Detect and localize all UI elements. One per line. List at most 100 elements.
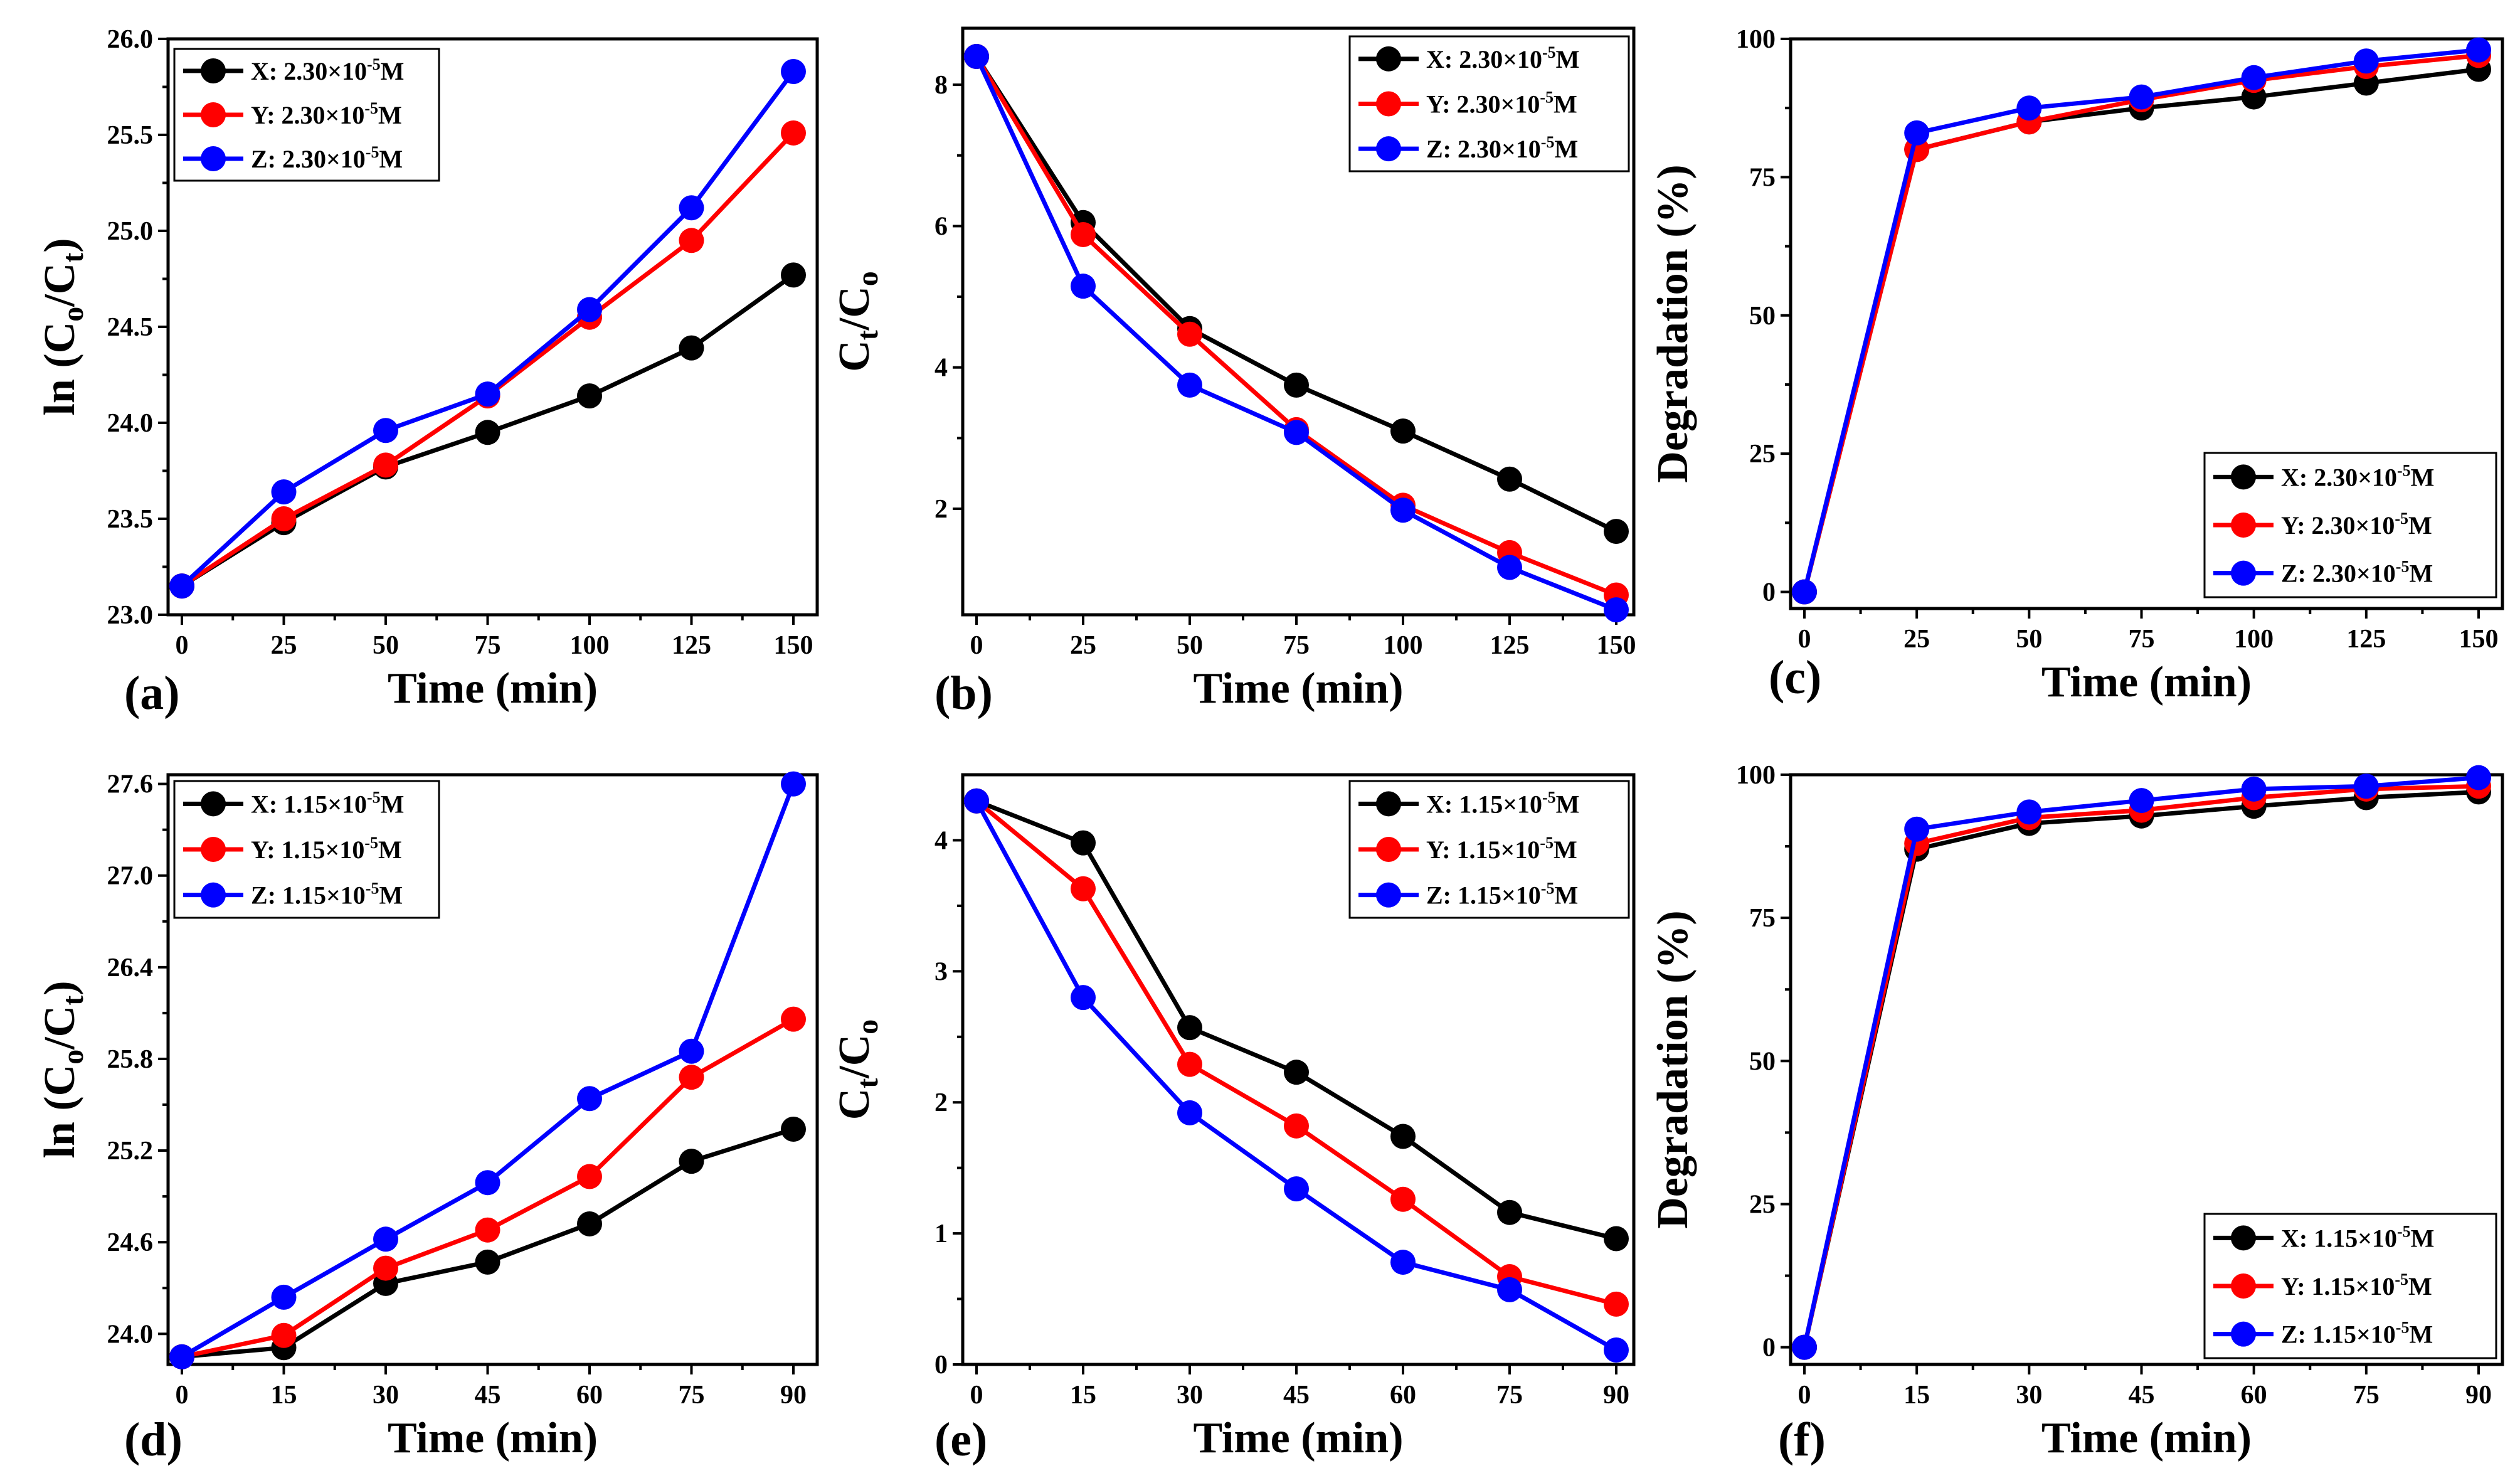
- y-tick-label: 75: [1749, 163, 1776, 192]
- legend-label-main: Y: 2.30×10: [2281, 511, 2395, 540]
- y-axis-text: ): [36, 981, 84, 995]
- legend-label-main: Z: 2.30×10: [2281, 560, 2396, 588]
- legend-marker-X: [2231, 464, 2256, 490]
- y-axis-subscript: t: [56, 996, 90, 1006]
- x-tick-label: 0: [970, 631, 983, 660]
- data-point-Z: [577, 297, 602, 322]
- legend: X: 1.15×10-5MY: 1.15×10-5MZ: 1.15×10-5M: [2203, 1213, 2497, 1359]
- data-point-Z: [2466, 37, 2491, 63]
- legend-label-Z: Z: 1.15×10-5M: [1426, 880, 1578, 910]
- legend-marker-Z: [2231, 1321, 2256, 1347]
- legend-marker-Y: [1376, 837, 1401, 862]
- panel-b: 0 25 50 75 100 125 150 2 4 6 8 Time (min) Ct/Co X: 2.…: [830, 26, 1636, 720]
- y-tick-label: 50: [1749, 1047, 1776, 1076]
- data-point-Z: [577, 1086, 602, 1112]
- legend-label-main: Z: 2.30×10: [251, 145, 366, 173]
- y-tick-label: 2: [934, 495, 948, 524]
- x-tick-label: 30: [1177, 1381, 1203, 1410]
- y-tick-label: 0: [1762, 1334, 1776, 1363]
- legend-label-exponent: -5: [367, 788, 381, 806]
- x-tick-label: 75: [679, 1381, 705, 1410]
- legend-marker-X: [1376, 791, 1401, 817]
- y-axis-subscript: o: [56, 1050, 90, 1065]
- legend-label-main: X: 2.30×10: [2281, 463, 2397, 491]
- data-point-X: [1390, 418, 1416, 444]
- legend-label-unit: M: [2408, 511, 2432, 540]
- data-point-X: [1497, 466, 1522, 492]
- data-point-X: [679, 335, 704, 361]
- legend-label-main: Y: 1.15×10: [2281, 1272, 2395, 1300]
- data-point-Z: [2353, 48, 2379, 74]
- legend-marker-X: [201, 791, 226, 817]
- data-point-Y: [679, 1065, 704, 1090]
- panel-label: (c): [1769, 651, 1821, 704]
- data-point-Z: [271, 1284, 297, 1310]
- legend-label-Y: Y: 2.30×10-5M: [1426, 88, 1577, 119]
- x-tick-label: 90: [780, 1381, 807, 1410]
- x-tick-label: 30: [2016, 1381, 2042, 1410]
- y-axis-title: Degradation (%): [1649, 164, 1697, 482]
- data-point-Y: [781, 1006, 806, 1032]
- y-tick-label: 100: [1736, 761, 1776, 790]
- legend-label-main: Z: 1.15×10: [1426, 881, 1541, 910]
- x-tick-label: 25: [1903, 625, 1930, 654]
- x-tick-label: 150: [774, 631, 813, 660]
- y-tick-label: 25.5: [107, 121, 154, 150]
- legend-label-X: X: 2.30×10-5M: [1426, 43, 1579, 73]
- y-tick-label: 25: [1749, 1190, 1776, 1219]
- legend-label-main: X: 1.15×10: [1426, 790, 1542, 818]
- data-point-X: [679, 1149, 704, 1174]
- panel-label: (a): [124, 667, 180, 720]
- legend-marker-Y: [2231, 1273, 2256, 1299]
- y-tick-label: 0: [934, 1351, 948, 1379]
- x-axis-title: Time (min): [388, 1414, 598, 1462]
- legend-label-exponent: -5: [364, 834, 378, 852]
- legend-label-main: Y: 1.15×10: [1426, 836, 1540, 864]
- y-axis-subscript: t: [56, 253, 90, 263]
- data-point-Z: [964, 44, 989, 70]
- x-axis-title: Time (min): [2041, 1414, 2252, 1462]
- y-axis-text: ln (C: [36, 1065, 84, 1159]
- y-tick-label: 23.0: [107, 601, 154, 630]
- legend-label-main: X: 2.30×10: [1426, 45, 1542, 73]
- legend-label-exponent: -5: [2395, 1270, 2408, 1289]
- legend: X: 2.30×10-5MY: 2.30×10-5MZ: 2.30×10-5M: [173, 48, 440, 182]
- data-point-Z: [1604, 1337, 1629, 1363]
- legend-label-unit: M: [1556, 790, 1580, 818]
- panel-a: 0 25 50 75 100 125 150 23.0 23.5 24.0 24.5 25.0 25.5…: [36, 25, 819, 720]
- legend-label-exponent: -5: [2395, 509, 2408, 528]
- panel-d: 0 15 30 45 60 75 90 24.0 24.6 25.2 25.8 26.4 27.0 27.…: [36, 770, 819, 1466]
- legend-label-unit: M: [381, 790, 405, 818]
- x-tick-label: 50: [373, 631, 399, 660]
- data-point-X: [577, 383, 602, 409]
- y-tick-label: 1: [934, 1220, 948, 1248]
- y-axis-subscript: t: [851, 1078, 884, 1088]
- data-point-Z: [1497, 1277, 1522, 1302]
- x-tick-label: 60: [576, 1381, 603, 1410]
- legend-label-main: X: 1.15×10: [251, 790, 367, 818]
- x-axis-title: Time (min): [2041, 658, 2252, 706]
- legend-label-unit: M: [1556, 45, 1580, 73]
- y-tick-label: 24.0: [107, 1320, 154, 1349]
- y-tick-label: 50: [1749, 302, 1776, 331]
- data-point-Y: [271, 506, 297, 531]
- y-tick-label: 27.6: [107, 770, 154, 799]
- legend-label-X: X: 1.15×10-5M: [251, 788, 404, 818]
- legend-label-Z: Z: 2.30×10-5M: [2281, 558, 2433, 588]
- legend-label-main: Z: 2.30×10: [1426, 135, 1541, 163]
- data-point-Z: [2241, 65, 2267, 90]
- data-point-Z: [964, 788, 989, 814]
- legend-label-X: X: 2.30×10-5M: [2281, 461, 2434, 491]
- legend-label-main: X: 2.30×10: [251, 57, 367, 85]
- x-tick-label: 125: [1490, 631, 1530, 660]
- legend-marker-Z: [1376, 882, 1401, 908]
- legend-label-main: Y: 1.15×10: [251, 836, 364, 864]
- x-tick-label: 125: [2346, 625, 2386, 654]
- legend-label-exponent: -5: [1542, 43, 1556, 61]
- x-axis-title: Time (min): [388, 664, 598, 713]
- data-point-Y: [271, 1322, 297, 1348]
- data-point-Z: [2241, 776, 2267, 802]
- panel-label: (f): [1778, 1413, 1826, 1466]
- data-point-Y: [1390, 1186, 1416, 1212]
- y-axis-title: Degradation (%): [1649, 910, 1697, 1228]
